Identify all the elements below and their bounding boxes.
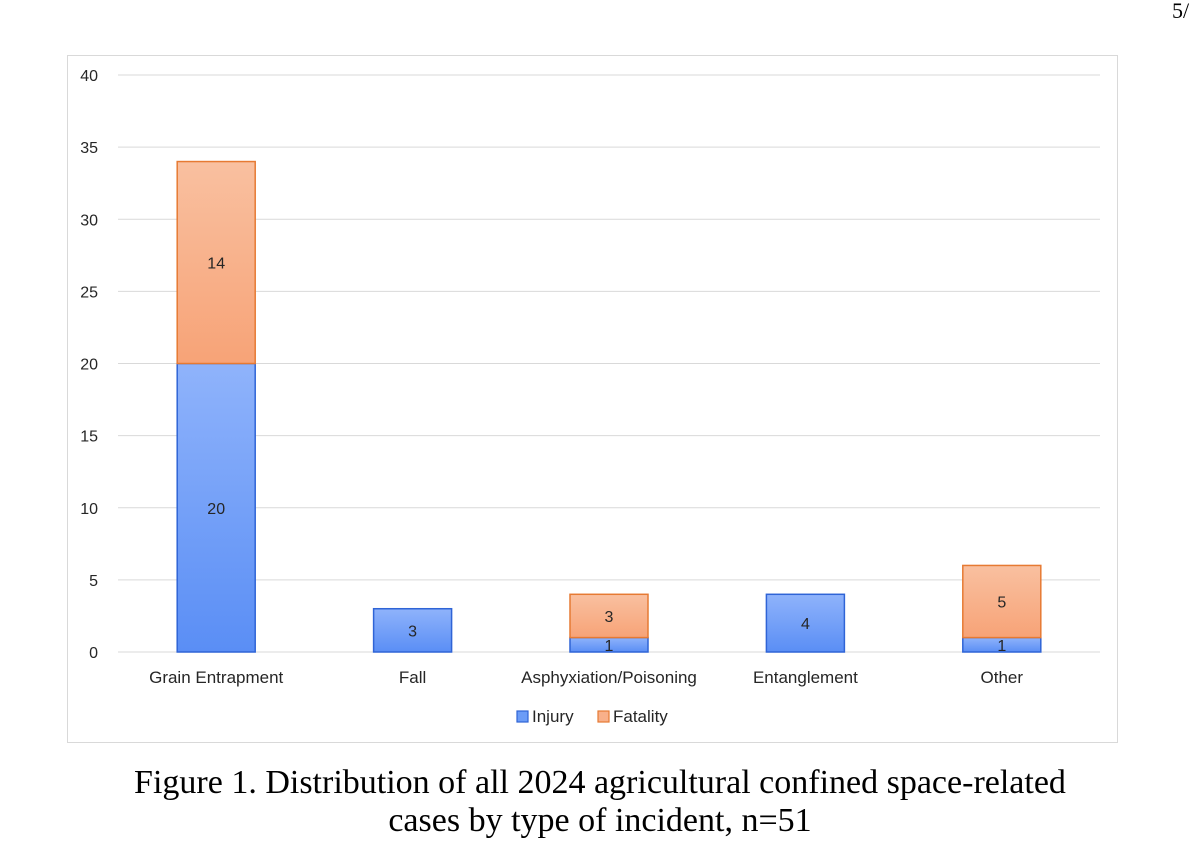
page-number: 5/ bbox=[1172, 0, 1190, 23]
data-label-injury-entanglement: 4 bbox=[801, 616, 810, 633]
gridlines bbox=[118, 74, 1100, 653]
data-labels: 20 14 3 1 3 4 1 5 bbox=[207, 256, 1006, 655]
data-label-fatality-other: 5 bbox=[997, 595, 1006, 612]
bar-injury-grain-entrapment bbox=[176, 362, 256, 653]
y-tick-label: 5 bbox=[89, 573, 98, 590]
bar-fatality-other bbox=[962, 564, 1042, 639]
legend: Injury Fatality bbox=[516, 707, 668, 726]
bar-fatality-grain-entrapment bbox=[176, 160, 256, 365]
caption-line-1: Figure 1. Distribution of all 2024 agric… bbox=[134, 764, 1066, 801]
data-label-injury-grain-entrapment: 20 bbox=[207, 501, 225, 518]
y-tick-label: 40 bbox=[80, 68, 98, 85]
y-tick-label: 10 bbox=[80, 501, 98, 518]
bar-injury-entanglement bbox=[765, 593, 846, 653]
y-axis-ticks: 0 5 10 15 20 25 30 35 40 bbox=[80, 68, 98, 662]
caption-line-2: cases by type of incident, n=51 bbox=[388, 802, 812, 839]
data-label-injury-fall: 3 bbox=[408, 623, 417, 640]
legend-swatch-fatality bbox=[597, 710, 610, 723]
figure-caption: Figure 1. Distribution of all 2024 agric… bbox=[0, 764, 1200, 840]
data-label-injury-other: 1 bbox=[997, 638, 1006, 655]
x-tick-label-fall: Fall bbox=[399, 668, 426, 687]
data-label-fatality-asphyxiation-poisoning: 3 bbox=[605, 609, 614, 626]
x-tick-label-other: Other bbox=[981, 668, 1024, 687]
y-tick-label: 0 bbox=[89, 645, 98, 662]
bar-injury-fall bbox=[372, 607, 453, 653]
x-tick-label-grain-entrapment: Grain Entrapment bbox=[149, 668, 283, 687]
legend-label-injury: Injury bbox=[532, 707, 574, 726]
data-label-injury-asphyxiation-poisoning: 1 bbox=[605, 638, 614, 655]
x-tick-label-entanglement: Entanglement bbox=[753, 668, 858, 687]
y-tick-label: 30 bbox=[80, 212, 98, 229]
x-axis-ticks: Grain Entrapment Fall Asphyxiation/Poisoni… bbox=[149, 668, 1023, 687]
y-tick-label: 20 bbox=[80, 357, 98, 374]
y-tick-label: 25 bbox=[80, 284, 98, 301]
bars bbox=[176, 160, 1042, 653]
bar-fatality-asphyxiation-poisoning bbox=[569, 593, 649, 639]
y-tick-label: 15 bbox=[80, 429, 98, 446]
data-label-fatality-grain-entrapment: 14 bbox=[207, 256, 225, 273]
legend-swatch-injury bbox=[516, 710, 529, 723]
x-tick-label-asphyxiation-poisoning: Asphyxiation/Poisoning bbox=[521, 668, 697, 687]
legend-label-fatality: Fatality bbox=[613, 707, 668, 726]
y-tick-label: 35 bbox=[80, 140, 98, 157]
